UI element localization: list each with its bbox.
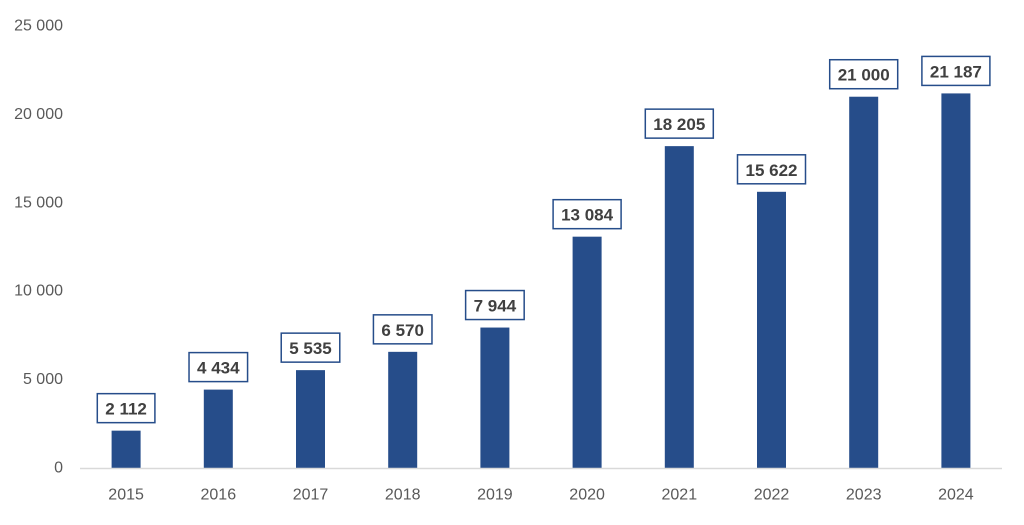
x-tick-label: 2019: [477, 487, 513, 504]
data-label-2024: 21 187: [921, 55, 991, 87]
bar-2020: [572, 236, 602, 468]
data-label-box: [280, 332, 341, 363]
y-tick-label: 20 000: [14, 106, 63, 123]
x-tick-label: 2023: [846, 487, 882, 504]
x-tick-label: 2024: [938, 487, 974, 504]
data-label-2020: 13 084: [552, 198, 622, 230]
data-label-2017: 5 535: [280, 332, 341, 363]
data-label-2019: 7 944: [464, 289, 525, 321]
x-tick-label: 2021: [662, 487, 698, 504]
data-label-2016: 4 434: [188, 351, 249, 383]
data-label-2021: 18 205: [644, 108, 715, 139]
x-tick-label: 2015: [108, 487, 144, 504]
data-label-2022: 15 622: [736, 154, 807, 185]
bar-2024: [941, 93, 971, 468]
data-label-value: 5 535: [289, 339, 332, 358]
data-label-value: 7 944: [474, 297, 517, 316]
bar-2016: [203, 389, 233, 468]
x-axis-ticks: 2015 2016 2017 2018 2019 2020 2021 2022 2023 2024: [108, 487, 973, 504]
data-label-2018: 6 570: [372, 314, 433, 345]
x-tick-label: 2022: [754, 487, 790, 504]
data-label-value: 4 434: [197, 359, 240, 378]
x-tick-label: 2017: [293, 487, 329, 504]
x-tick-label: 2020: [569, 487, 605, 504]
data-label-2023: 21 000: [828, 58, 899, 90]
data-label-value: 18 205: [653, 115, 705, 134]
bar-2021: [664, 146, 694, 468]
y-tick-label: 25 000: [14, 18, 63, 35]
bar-series: [111, 93, 971, 468]
data-label-box: [188, 351, 249, 383]
bar-2022: [757, 191, 786, 468]
bar-2019: [480, 327, 510, 468]
data-label-2015: 2 112: [96, 392, 156, 424]
y-tick-label: 5 000: [23, 371, 63, 388]
data-label-box: [96, 392, 156, 424]
data-label-value: 13 084: [561, 206, 614, 225]
y-tick-label: 10 000: [14, 283, 63, 300]
data-label-box: [828, 58, 899, 90]
bar-2018: [388, 351, 418, 468]
data-label-value: 21 000: [838, 66, 890, 85]
data-label-value: 21 187: [930, 62, 982, 81]
y-tick-label: 0: [54, 460, 63, 477]
data-label-value: 6 570: [381, 321, 424, 340]
bar-2017: [296, 370, 325, 468]
data-label-box: [644, 108, 715, 139]
data-label-box: [464, 289, 525, 321]
data-label-box: [921, 55, 991, 87]
bar-2015: [111, 430, 141, 468]
x-tick-label: 2018: [385, 487, 421, 504]
y-axis-ticks: 0 5 000 10 000 15 000 20 000 25 000: [14, 18, 63, 477]
x-tick-label: 2016: [201, 487, 237, 504]
data-label-value: 2 112: [105, 400, 147, 419]
data-label-box: [736, 154, 807, 185]
data-label-value: 15 622: [746, 161, 798, 180]
data-labels: 2 112 4 434 5 535 6 570 7 944 13 084 18 205 15 …: [96, 55, 991, 424]
y-tick-label: 15 000: [14, 194, 63, 211]
bar-2023: [849, 96, 879, 468]
data-label-box: [372, 314, 433, 345]
data-label-box: [552, 198, 622, 230]
